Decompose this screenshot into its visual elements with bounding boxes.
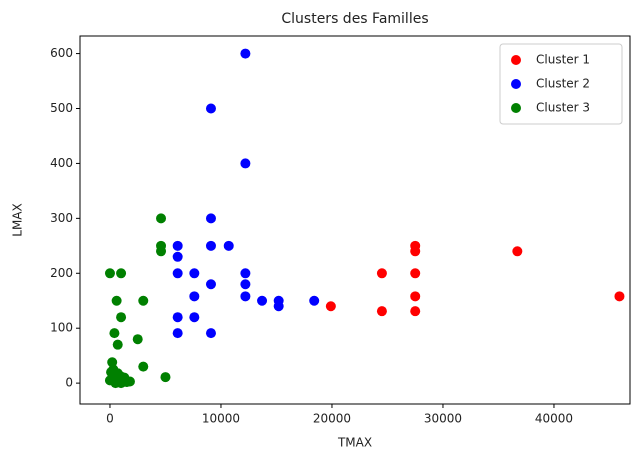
legend-label: Cluster 2 [536,77,590,91]
point [240,158,251,169]
point [172,268,183,279]
point [376,268,387,279]
y-tick-label: 300 [50,211,73,225]
y-tick-label: 200 [50,266,73,280]
y-tick-label: 600 [50,46,73,60]
legend-label: Cluster 1 [536,53,590,67]
point [376,306,387,317]
plot-area [79,35,631,405]
point [240,268,251,279]
x-tick-label: 20000 [313,412,351,426]
point [109,328,120,339]
y-axis-label: LMAX [11,203,25,236]
point [138,361,149,372]
x-tick-label: 30000 [424,412,462,426]
point [410,306,421,317]
legend-label: Cluster 3 [536,101,590,115]
point [111,295,122,306]
y-tick-label: 0 [65,376,73,390]
point [410,246,421,257]
point [172,328,183,339]
x-tick-label: 10000 [202,412,240,426]
point [240,279,251,290]
x-axis-label: TMAX [337,436,372,450]
point [104,268,115,279]
point [172,240,183,251]
point [189,268,200,279]
point [138,295,149,306]
x-tick-label: 0 [106,412,114,426]
y-tick-label: 400 [50,156,73,170]
point [309,295,320,306]
point [205,240,216,251]
point [160,372,171,383]
point [223,240,234,251]
point [172,312,183,323]
y-tick-label: 500 [50,101,73,115]
point [325,301,336,312]
point [116,268,127,279]
point [172,251,183,262]
point [112,339,123,350]
point [512,246,523,257]
point [189,312,200,323]
point [257,295,268,306]
point [410,268,421,279]
chart-title: Clusters des Familles [281,11,428,27]
point [189,291,200,302]
x-tick-label: 40000 [535,412,573,426]
point [205,103,216,114]
legend-marker [511,55,521,65]
point [205,213,216,224]
point [205,328,216,339]
point [205,279,216,290]
point [240,48,251,59]
point [132,334,143,345]
point [156,246,167,257]
point [156,213,167,224]
point [116,312,127,323]
legend-marker [511,79,521,89]
point [273,301,284,312]
point [614,291,625,302]
point [240,291,251,302]
point [119,372,130,383]
y-tick-label: 100 [50,321,73,335]
point [410,291,421,302]
legend-box [499,43,623,125]
legend-marker [511,103,521,113]
